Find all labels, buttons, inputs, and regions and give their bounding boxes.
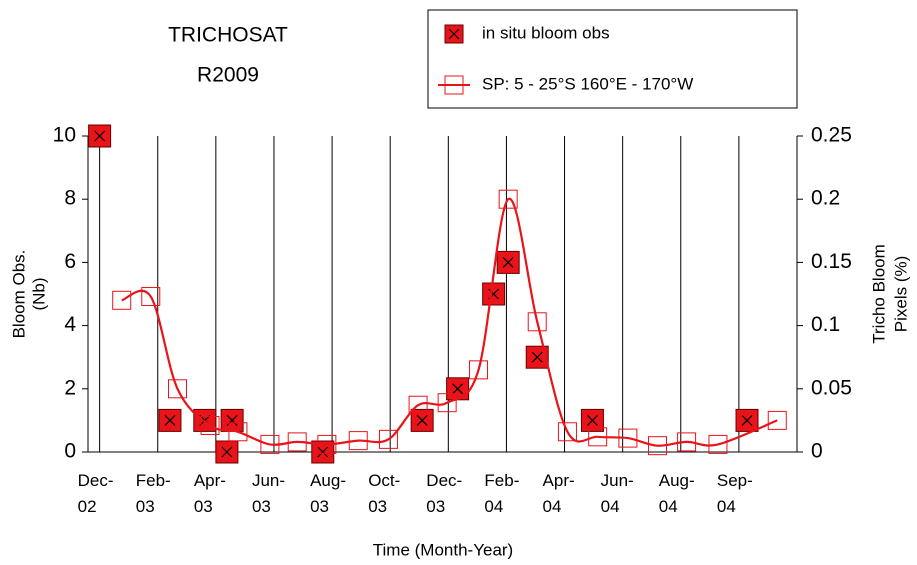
open-square-marker	[200, 415, 220, 435]
open-square-marker	[527, 312, 547, 332]
open-square-marker	[708, 434, 728, 454]
marker-cross	[317, 446, 329, 458]
open-square-marker	[260, 434, 280, 454]
marker-cross	[221, 446, 233, 458]
y2-tick-label: 0	[811, 440, 823, 463]
chart-title: TRICHOSAT	[168, 24, 288, 47]
open-square-marker	[317, 434, 337, 454]
x-tick-label: Dec-02	[77, 471, 114, 516]
x-tick-label: Apr-03	[193, 471, 226, 516]
y-tick-label: 4	[64, 313, 76, 336]
bloom-obs-marker	[158, 408, 182, 432]
x-tick-label: Apr-04	[542, 471, 575, 516]
y-tick-label: 10	[53, 124, 76, 147]
y-axis-label: (Nb)	[29, 277, 48, 310]
open-square-marker	[141, 287, 161, 307]
y2-tick-label: 0.05	[811, 376, 852, 399]
open-square-marker	[348, 431, 368, 451]
open-square-marker	[437, 393, 457, 413]
open-square-marker	[557, 422, 577, 442]
open-square-marker	[228, 422, 248, 442]
y-tick-label: 2	[64, 376, 76, 399]
x-tick-label: Aug-04	[658, 471, 695, 516]
bloom-obs-marker	[410, 408, 434, 432]
open-square-marker	[498, 189, 518, 209]
open-square-marker	[378, 429, 398, 449]
marker-cross	[531, 351, 543, 363]
marker-cross	[741, 414, 753, 426]
bloom-obs-marker	[446, 377, 470, 401]
chart-subtitle: R2009	[197, 64, 259, 87]
y-tick-label: 8	[64, 187, 76, 210]
x-tick-label: Oct-03	[368, 471, 401, 516]
x-tick-label: Aug-03	[310, 471, 346, 516]
y-tick-label: 6	[64, 250, 76, 273]
y2-axis-label: Tricho Bloom	[869, 244, 888, 344]
x-axis-label: Time (Month-Year)	[373, 540, 513, 559]
legend-marker	[444, 75, 464, 95]
open-square-marker	[112, 290, 132, 310]
y2-tick-label: 0.15	[811, 250, 852, 273]
y2-axis-label: Pixels (%)	[891, 256, 910, 333]
legend-label: in situ bloom obs	[482, 23, 610, 42]
open-square-marker	[648, 436, 668, 456]
x-tick-label: Jun-04	[600, 471, 634, 516]
bloom-obs-marker	[311, 440, 335, 464]
open-square-marker	[287, 432, 307, 452]
open-square-marker	[408, 395, 428, 415]
legend: in situ bloom obs SP: 5 - 25°S 160°E - 1…	[427, 9, 798, 109]
marker-cross	[587, 414, 598, 426]
y2-tick-label: 0.2	[811, 187, 840, 210]
marker-cross	[502, 256, 514, 268]
legend-label: SP: 5 - 25°S 160°E - 170°W	[482, 74, 693, 93]
bloom-obs-marker	[482, 282, 506, 306]
bloom-obs-marker	[496, 250, 520, 274]
bloom-obs-marker	[580, 408, 604, 432]
bloom-obs-marker	[215, 440, 239, 464]
x-tick-label: Feb-04	[484, 471, 520, 516]
x-tick-label: Dec-03	[426, 471, 463, 516]
bloom-obs-marker	[88, 124, 112, 148]
open-square-marker	[588, 427, 608, 447]
open-square-marker	[167, 379, 187, 399]
x-tick-label: Jun-03	[251, 471, 286, 516]
series-line	[121, 197, 778, 447]
y2-tick-label: 0.1	[811, 313, 840, 336]
legend-marker	[448, 28, 460, 40]
y-axis-label: Bloom Obs.	[9, 250, 28, 339]
marker-cross	[416, 414, 428, 426]
x-tick-label: Sep-04	[716, 471, 753, 516]
legend-box	[427, 9, 798, 109]
marker-cross	[452, 383, 464, 395]
bloom-obs-marker	[220, 408, 244, 432]
open-square-marker	[618, 428, 638, 448]
open-square-marker	[767, 410, 787, 430]
open-square-marker	[469, 360, 489, 380]
open-square-marker	[677, 432, 697, 452]
marker-cross	[164, 414, 176, 426]
x-tick-label: Feb-03	[135, 471, 171, 516]
y2-tick-label: 0.25	[811, 124, 852, 147]
bloom-obs-marker	[735, 408, 759, 432]
marker-cross	[94, 130, 106, 142]
bloom-obs-marker	[525, 345, 549, 369]
y-tick-label: 0	[64, 440, 76, 463]
